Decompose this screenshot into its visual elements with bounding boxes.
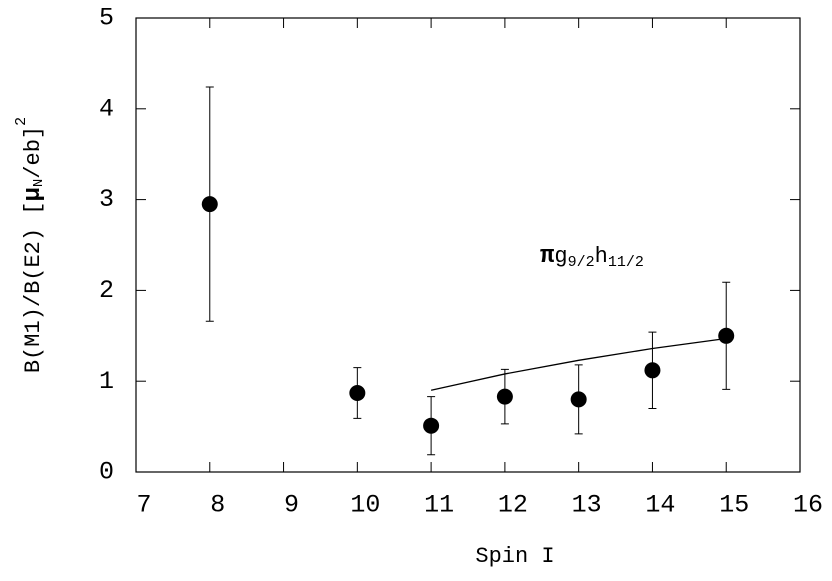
point: [496, 388, 513, 405]
y-tick-label: 4: [99, 94, 114, 123]
x-tick-label: 9: [284, 491, 299, 520]
x-tick-label: 12: [498, 491, 528, 520]
annotation: πg9/2h11/2: [540, 243, 644, 271]
point: [718, 327, 735, 344]
y-title-part: μ: [20, 187, 47, 201]
x-tick-label: 16: [793, 491, 823, 520]
annotation-part: π: [540, 243, 555, 270]
y-tick-label: 0: [99, 458, 114, 487]
x-tick-label: 14: [645, 491, 675, 520]
y-tick-label: 1: [99, 367, 114, 396]
y-title-part: 2: [13, 117, 30, 126]
x-tick-label: 10: [350, 491, 380, 520]
y-axis-title: B(M1)/B(E2) [μN/eb]2: [13, 117, 47, 373]
point: [201, 196, 218, 213]
point: [349, 385, 366, 402]
y-title-part: /eb]: [21, 126, 46, 179]
x-axis-title: Spin I: [475, 544, 554, 569]
point: [644, 362, 661, 379]
point: [570, 391, 587, 408]
y-tick-label: 5: [99, 4, 114, 33]
y-tick-label: 3: [99, 185, 114, 214]
x-tick-label: 8: [210, 491, 225, 520]
x-tick-label: 15: [719, 491, 749, 520]
plot-frame: [135, 17, 801, 473]
y-title-part: N: [31, 179, 47, 187]
annotation-part: 9/2: [568, 254, 595, 271]
x-tick-label: 11: [424, 491, 454, 520]
annotation-part: g: [554, 244, 567, 269]
point: [423, 417, 440, 434]
annotation-part: 11/2: [608, 254, 644, 271]
x-tick-label: 13: [572, 491, 602, 520]
curve: [430, 337, 727, 391]
y-tick-label: 2: [99, 276, 114, 305]
y-title-part: B(M1)/B(E2) [: [21, 202, 46, 374]
annotation-part: h: [595, 244, 608, 269]
x-tick-label: 7: [136, 491, 151, 520]
